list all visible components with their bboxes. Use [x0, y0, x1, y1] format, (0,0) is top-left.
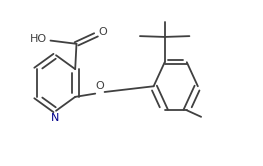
Text: O: O: [98, 27, 107, 37]
Text: N: N: [50, 113, 59, 123]
Text: O: O: [95, 81, 104, 91]
Text: HO: HO: [30, 34, 47, 44]
